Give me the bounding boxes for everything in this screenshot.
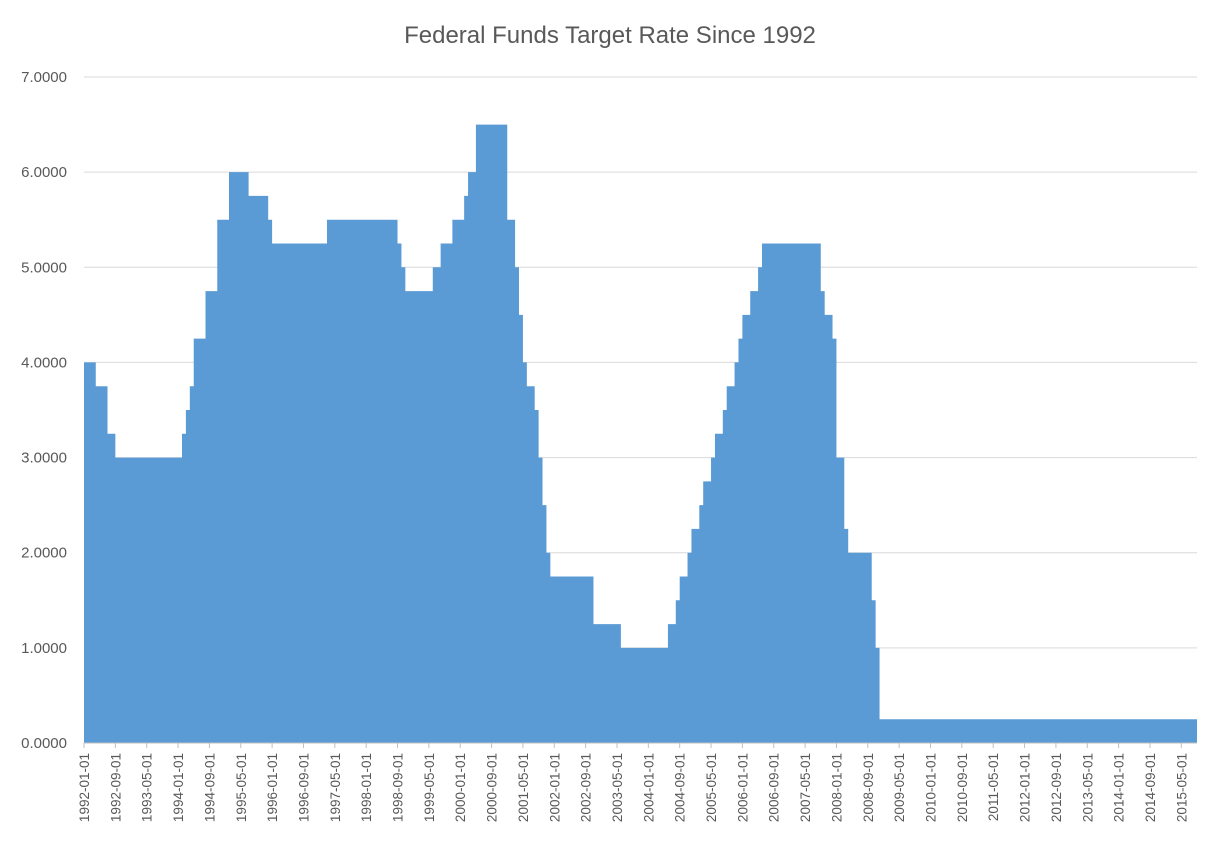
x-tick-label: 1993-05-01 (140, 753, 155, 822)
x-tick-label: 2012-01-01 (1018, 753, 1033, 822)
y-tick-label: 4.0000 (21, 354, 67, 371)
x-tick-label: 1996-09-01 (296, 753, 311, 822)
x-tick-label: 1996-01-01 (265, 753, 280, 822)
y-tick-label: 3.0000 (21, 450, 67, 467)
x-tick-label: 1998-09-01 (391, 753, 406, 822)
x-tick-label: 1999-05-01 (422, 753, 437, 822)
x-tick-label: 2005-05-01 (704, 753, 719, 822)
x-tick-label: 2013-05-01 (1080, 753, 1095, 822)
area-layer (84, 124, 1197, 743)
x-tick-label: 1995-05-01 (234, 753, 249, 822)
x-tick-label: 2010-01-01 (924, 753, 939, 822)
y-tick-label: 0.0000 (21, 735, 67, 752)
x-tick-label: 2015-05-01 (1174, 753, 1189, 822)
x-tick-label: 1997-05-01 (328, 753, 343, 822)
x-tick-label: 2000-01-01 (453, 753, 468, 822)
y-tick-label: 2.0000 (21, 545, 67, 562)
x-tick-label: 2004-01-01 (641, 753, 656, 822)
x-tick-label: 2012-09-01 (1049, 753, 1064, 822)
x-tick-label: 2008-09-01 (861, 753, 876, 822)
x-tick-label: 2010-09-01 (955, 753, 970, 822)
rate-area (84, 124, 1197, 743)
y-tick-label: 5.0000 (21, 259, 67, 276)
y-tick-label: 7.0000 (21, 69, 67, 86)
x-tick-label: 2002-09-01 (579, 753, 594, 822)
x-tick-label: 2008-01-01 (829, 753, 844, 822)
x-tick-label: 2007-05-01 (798, 753, 813, 822)
x-tick-label: 2006-01-01 (735, 753, 750, 822)
x-tick-label: 1992-01-01 (77, 753, 92, 822)
x-tick-label: 2009-05-01 (892, 753, 907, 822)
x-tick-label: 2011-05-01 (986, 753, 1001, 821)
x-tick-label: 2002-01-01 (547, 753, 562, 822)
x-tick-label: 2014-01-01 (1112, 753, 1127, 822)
x-tick-label: 1994-09-01 (202, 753, 217, 822)
x-tick-label: 1992-09-01 (108, 753, 123, 822)
x-tick-label: 2014-09-01 (1143, 753, 1158, 822)
x-tick-label: 2000-09-01 (485, 753, 500, 822)
y-axis: 0.0000 1.0000 2.0000 3.0000 4.0000 5.0000 6.00… (21, 69, 67, 752)
y-tick-label: 6.0000 (21, 164, 67, 181)
x-tick-label: 2006-09-01 (767, 753, 782, 822)
y-tick-label: 1.0000 (21, 640, 67, 657)
x-tick-label: 2001-05-01 (516, 753, 531, 822)
x-tick-label: 1994-01-01 (171, 753, 186, 822)
x-axis: 1992-01-01 1992-09-01 1993-05-01 1994-01-01… (77, 742, 1197, 822)
chart-title: Federal Funds Target Rate Since 1992 (404, 22, 816, 49)
x-tick-label: 1998-01-01 (359, 753, 374, 822)
x-tick-label: 2004-09-01 (673, 753, 688, 822)
x-tick-label: 2003-05-01 (610, 753, 625, 822)
